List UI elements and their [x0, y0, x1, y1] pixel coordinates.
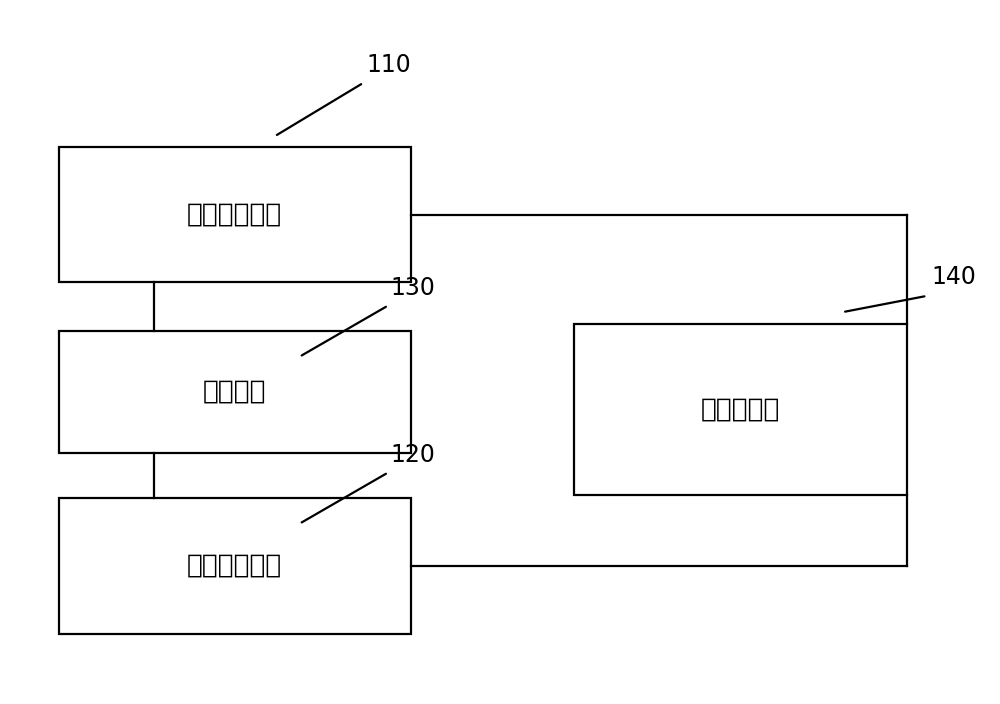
Text: 140: 140 [931, 265, 976, 289]
Text: 120: 120 [391, 443, 436, 467]
Text: 第二稳压模块: 第二稳压模块 [187, 553, 282, 579]
Text: 切换模块: 切换模块 [203, 379, 266, 405]
Text: 130: 130 [391, 276, 436, 300]
Bar [59, 146, 411, 282]
Text: 电荷泵模块: 电荷泵模块 [701, 396, 780, 422]
Bar [574, 324, 907, 495]
Bar [59, 331, 411, 453]
Text: 第一稳压模块: 第一稳压模块 [187, 201, 282, 227]
Bar [59, 498, 411, 634]
Text: 110: 110 [366, 54, 411, 77]
